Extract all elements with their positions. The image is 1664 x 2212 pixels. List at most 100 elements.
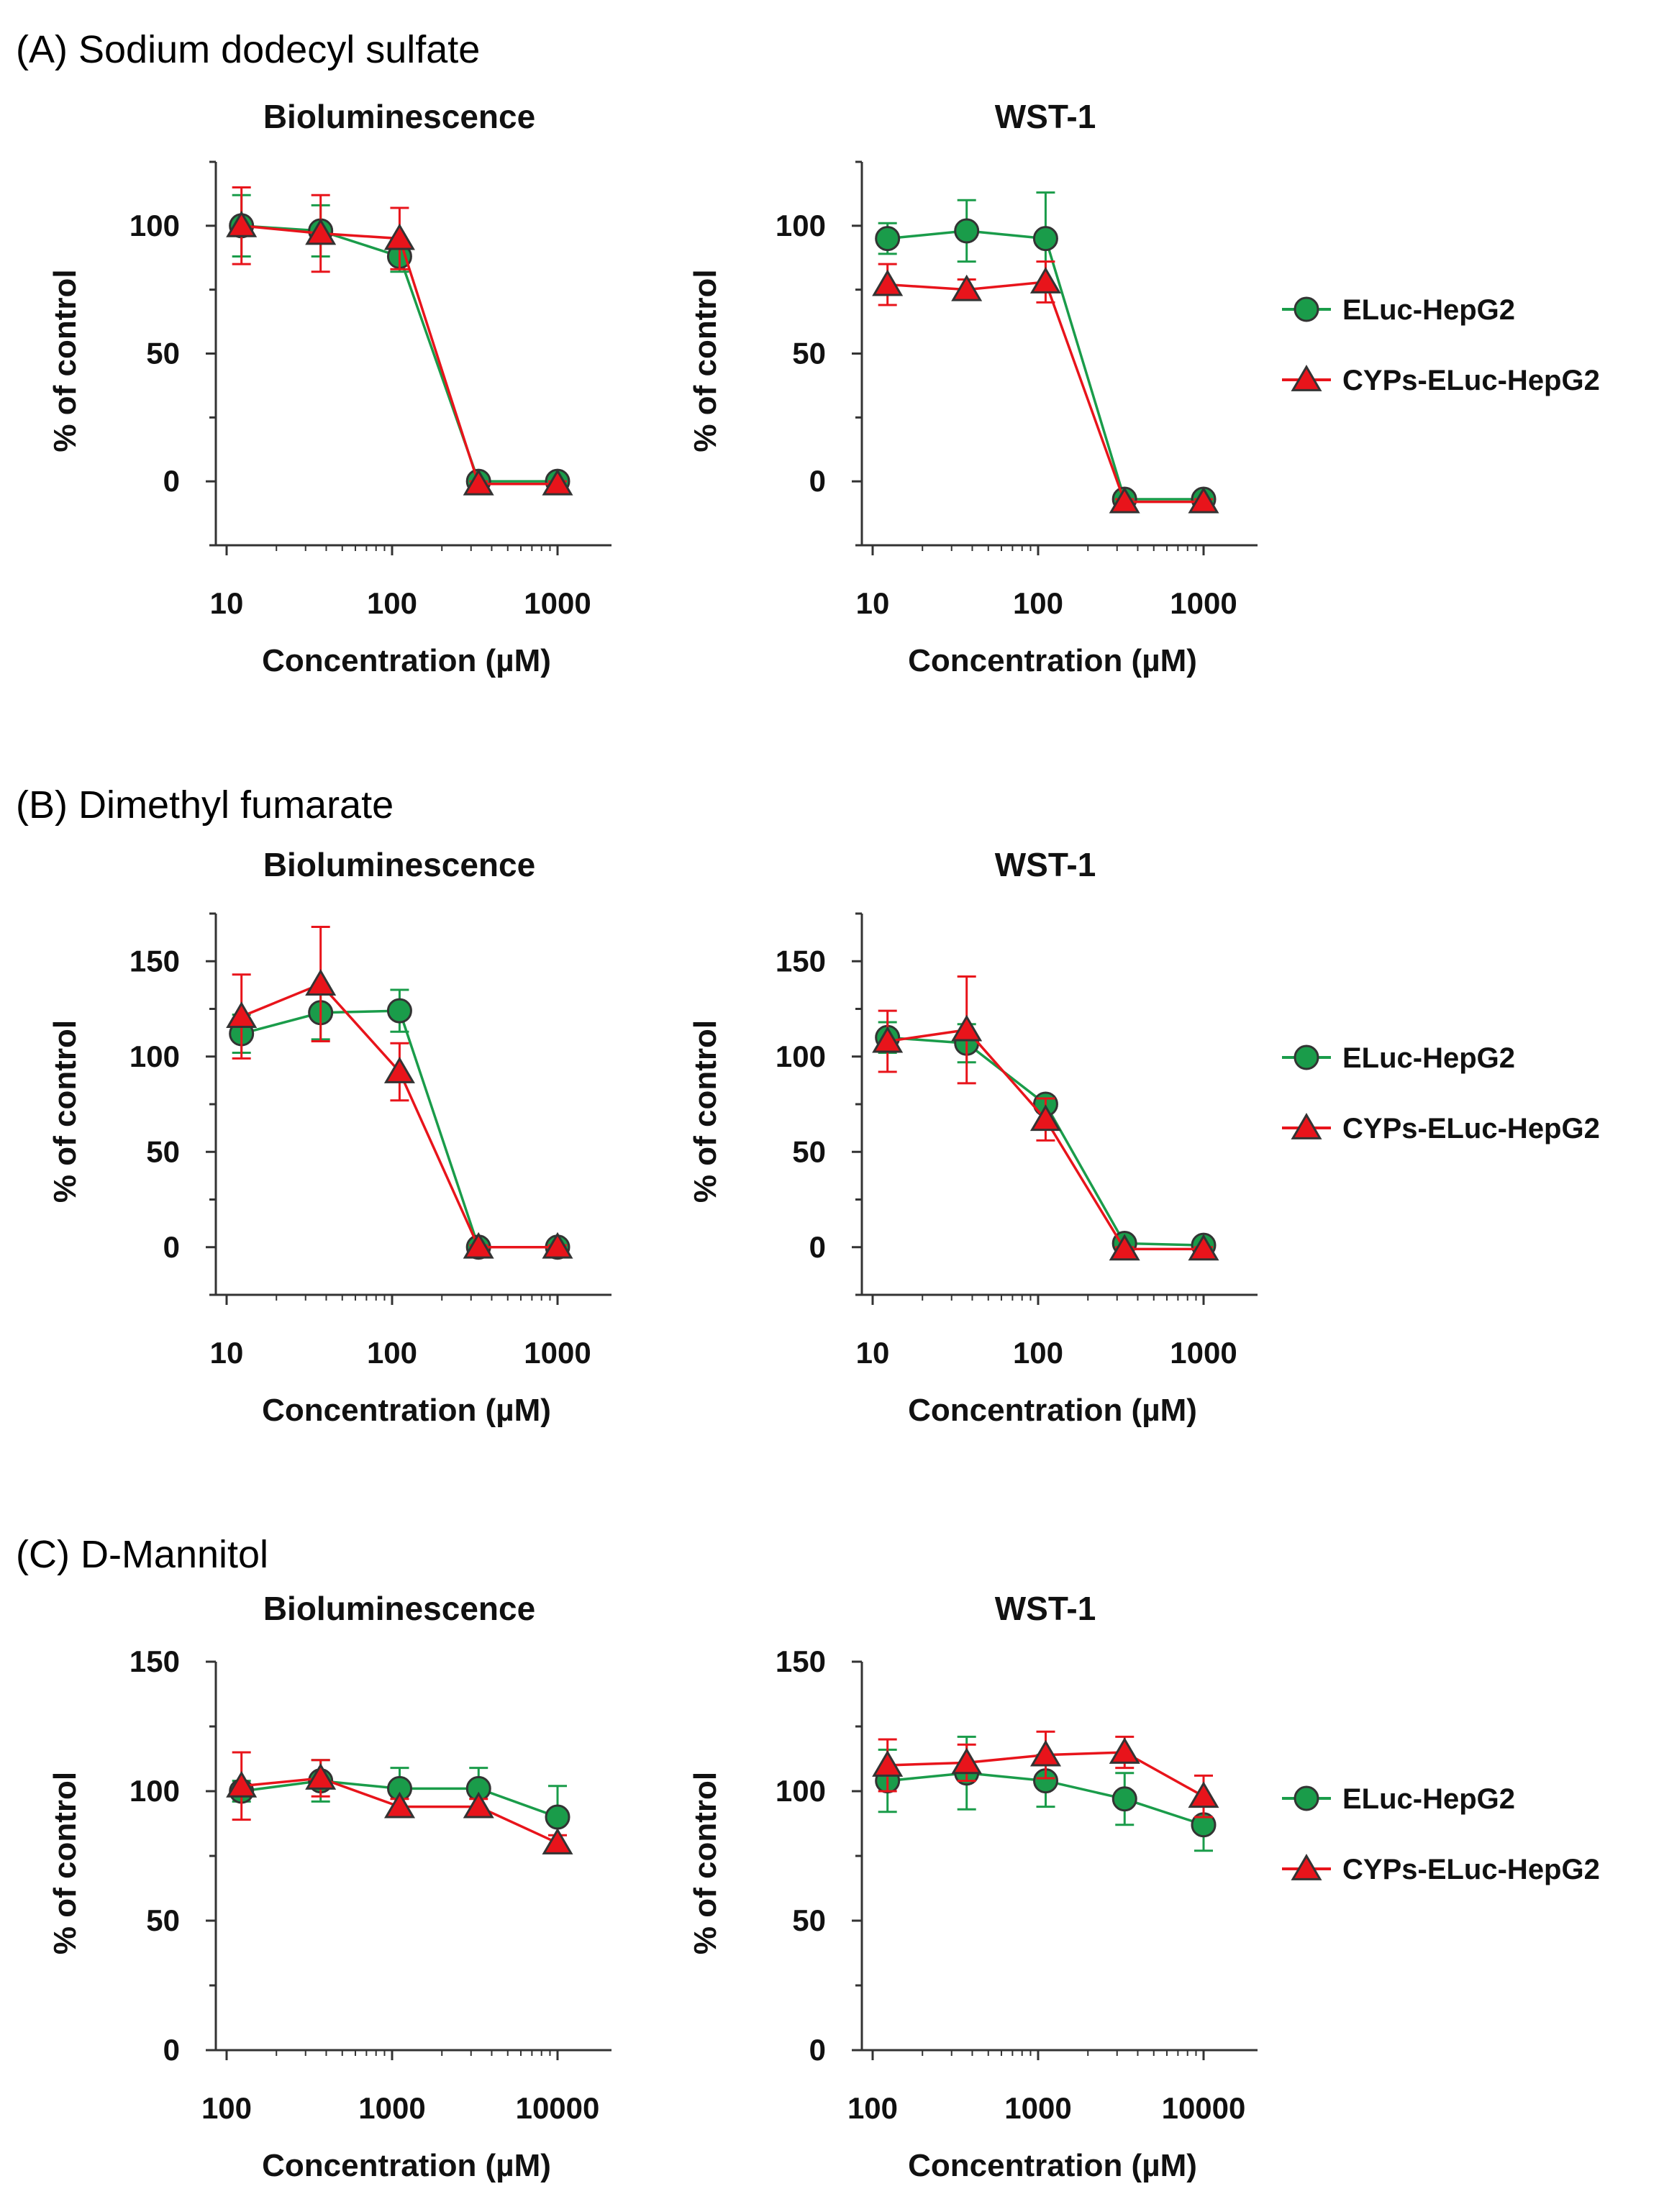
y-tick-label: 0 xyxy=(809,2033,826,2067)
data-point xyxy=(305,218,337,245)
x-tick-label: 100 xyxy=(1013,1336,1063,1370)
y-tick-label: 100 xyxy=(776,209,826,242)
x-axis-label: Concentration (µM) xyxy=(262,1393,551,1428)
data-point xyxy=(1032,226,1058,252)
y-axis-label: % of control xyxy=(47,269,83,452)
subplot-title: WST-1 xyxy=(995,98,1096,135)
legend: ELuc-HepG2 CYPs-ELuc-HepG2 xyxy=(1282,294,1600,396)
legend-label-eluc: ELuc-HepG2 xyxy=(1342,1783,1515,1815)
data-point xyxy=(463,468,494,496)
legend-marker-triangle xyxy=(1291,365,1322,391)
chart-b-bioluminescence: Bioluminescence 0 50 100 150 10 100 1000 Concent… xyxy=(47,846,612,1428)
series-line xyxy=(887,281,1204,504)
legend-label-eluc: ELuc-HepG2 xyxy=(1342,1042,1515,1074)
x-tick-label: 10000 xyxy=(1162,2091,1246,2125)
data-point xyxy=(463,1232,494,1259)
data-point xyxy=(542,1828,573,1854)
data-point xyxy=(872,1750,904,1777)
data-point xyxy=(383,1056,415,1083)
y-tick-label: 0 xyxy=(163,464,180,498)
chart-a-wst1: WST-1 0 50 100 10 100 1000 Concentration (µM) % … xyxy=(688,98,1600,678)
data-point xyxy=(951,274,983,301)
data-point xyxy=(1029,1104,1061,1132)
series-cyps-eluc-hepg2 xyxy=(226,186,573,496)
chart-c-wst1: WST-1 0 50 100 150 100 1000 10000 Concentration … xyxy=(688,1590,1600,2183)
legend-marker-circle xyxy=(1294,296,1319,322)
y-tick-label: 150 xyxy=(129,1644,180,1678)
panel-c-title: (C) D-Mannitol xyxy=(16,1533,269,1576)
subplot-title: Bioluminescence xyxy=(263,98,535,135)
y-tick-label: 150 xyxy=(129,944,180,978)
data-point xyxy=(542,1232,573,1259)
y-axis-label: % of control xyxy=(688,1020,723,1203)
x-tick-label: 100 xyxy=(367,1336,417,1370)
y-tick-label: 150 xyxy=(776,1644,826,1678)
y-tick-label: 50 xyxy=(146,337,180,370)
data-point xyxy=(542,468,573,496)
data-point xyxy=(872,1026,904,1053)
x-tick-label: 10 xyxy=(856,1336,890,1370)
y-axis-label: % of control xyxy=(47,1772,83,1954)
y-tick-label: 50 xyxy=(792,1134,826,1168)
data-point xyxy=(463,1791,494,1819)
x-axis-label: Concentration (µM) xyxy=(262,2148,551,2183)
series-cyps-eluc-hepg2 xyxy=(872,975,1219,1261)
data-point xyxy=(875,226,901,252)
legend-label-cyps: CYPs-ELuc-HepG2 xyxy=(1342,1854,1600,1885)
legend-label-cyps: CYPs-ELuc-HepG2 xyxy=(1342,365,1600,396)
x-axis-label: Concentration (µM) xyxy=(262,643,551,678)
y-axis-label: % of control xyxy=(688,1772,723,1954)
y-tick-label: 0 xyxy=(809,1230,826,1264)
x-tick-label: 1000 xyxy=(1004,2091,1071,2125)
panel-b-title: (B) Dimethyl fumarate xyxy=(16,783,394,827)
legend-marker-triangle xyxy=(1291,1854,1322,1880)
y-axis-label: % of control xyxy=(47,1020,83,1203)
x-tick-label: 100 xyxy=(201,2091,252,2125)
data-point xyxy=(386,998,412,1024)
x-axis-label: Concentration (µM) xyxy=(908,643,1197,678)
x-tick-label: 1000 xyxy=(1170,586,1237,620)
y-tick-label: 50 xyxy=(792,337,826,370)
y-tick-label: 100 xyxy=(129,209,180,242)
data-point xyxy=(383,223,415,250)
x-tick-label: 1000 xyxy=(524,1336,591,1370)
x-tick-label: 10 xyxy=(210,1336,244,1370)
x-tick-label: 10 xyxy=(856,586,890,620)
x-tick-label: 100 xyxy=(367,586,417,620)
data-point xyxy=(951,1014,983,1042)
chart-a-bioluminescence: Bioluminescence 0 50 100 10 100 1000 Concentrat… xyxy=(47,98,612,678)
legend-marker-triangle xyxy=(1291,1113,1322,1139)
x-tick-label: 100 xyxy=(1013,586,1063,620)
data-point xyxy=(226,210,258,237)
series-eluc-hepg2 xyxy=(229,985,570,1260)
subplot-title: Bioluminescence xyxy=(263,1590,535,1627)
y-axis-label: % of control xyxy=(688,269,723,452)
x-axis-label: Concentration (µM) xyxy=(908,1393,1197,1428)
legend-marker-circle xyxy=(1294,1044,1319,1070)
data-point xyxy=(1111,1786,1137,1812)
y-tick-label: 50 xyxy=(146,1134,180,1168)
y-tick-label: 0 xyxy=(163,2033,180,2067)
data-point xyxy=(305,969,337,996)
y-tick-label: 100 xyxy=(776,1039,826,1073)
x-tick-label: 10000 xyxy=(516,2091,600,2125)
x-tick-label: 10 xyxy=(210,586,244,620)
data-point xyxy=(872,269,904,296)
series-cyps-eluc-hepg2 xyxy=(872,1730,1219,1819)
legend-label-eluc: ELuc-HepG2 xyxy=(1342,294,1515,326)
data-point xyxy=(1029,267,1061,293)
x-tick-label: 1000 xyxy=(358,2091,425,2125)
legend-label-cyps: CYPs-ELuc-HepG2 xyxy=(1342,1113,1600,1144)
data-point xyxy=(951,1747,983,1775)
legend: ELuc-HepG2 CYPs-ELuc-HepG2 xyxy=(1282,1783,1600,1885)
subplot-title: WST-1 xyxy=(995,846,1096,883)
data-point xyxy=(1188,1234,1219,1261)
data-point xyxy=(305,1763,337,1790)
legend-marker-circle xyxy=(1294,1785,1319,1811)
subplot-title: WST-1 xyxy=(995,1590,1096,1627)
series-cyps-eluc-hepg2 xyxy=(226,926,573,1259)
y-tick-label: 100 xyxy=(776,1774,826,1808)
series-cyps-eluc-hepg2 xyxy=(226,1751,573,1854)
data-point xyxy=(226,1770,258,1798)
